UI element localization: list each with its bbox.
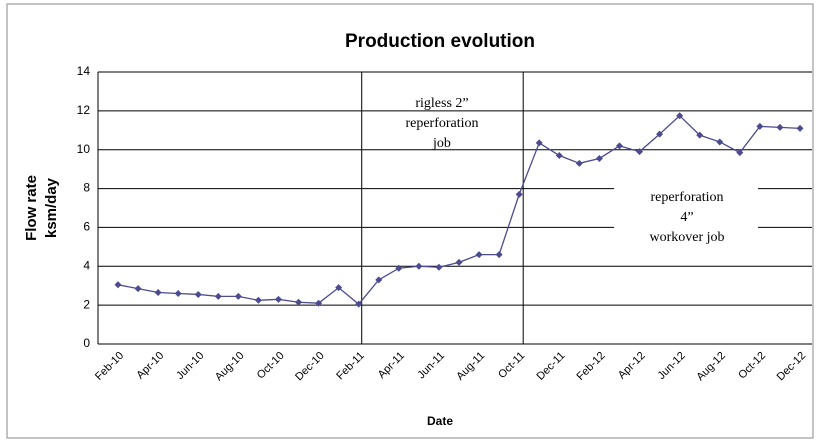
point-marker [575, 159, 583, 167]
y-axis-label-line: ksm/day [43, 177, 60, 238]
point-marker [335, 284, 343, 292]
point-marker [455, 258, 463, 266]
point-marker [555, 152, 563, 160]
point-marker [295, 298, 303, 306]
x-axis-label: Date [427, 414, 453, 428]
annotation: 4” [680, 210, 693, 225]
annotation: reperforation [405, 116, 478, 131]
point-marker [134, 285, 142, 293]
point-marker [696, 131, 704, 139]
y-tick-label: 10 [77, 142, 91, 156]
annotation-box [614, 182, 758, 256]
annotation: job [432, 136, 451, 151]
point-marker [615, 142, 623, 150]
chart-title: Production evolution [345, 31, 535, 52]
point-marker [154, 289, 162, 297]
point-marker [395, 264, 403, 272]
point-marker [254, 296, 262, 304]
point-marker [435, 263, 443, 271]
point-marker [194, 290, 202, 298]
y-tick-label: 12 [77, 103, 91, 117]
point-marker [676, 112, 684, 120]
point-marker [274, 295, 282, 303]
y-tick-label: 14 [77, 64, 91, 78]
y-tick-label: 4 [83, 258, 90, 272]
y-tick-label: 8 [83, 181, 90, 195]
point-marker [595, 154, 603, 162]
point-marker [495, 251, 503, 259]
point-marker [475, 251, 483, 259]
point-marker [796, 124, 804, 132]
point-marker [535, 139, 543, 147]
point-marker [214, 292, 222, 300]
y-tick-label: 6 [83, 220, 90, 234]
point-marker [174, 289, 182, 297]
point-marker [315, 299, 323, 307]
point-marker [636, 148, 644, 156]
point-marker [736, 149, 744, 157]
annotation: rigless 2” [415, 96, 468, 111]
y-axis-label-line: Flow rate [23, 175, 40, 241]
y-tick-label: 0 [83, 336, 90, 350]
point-marker [234, 292, 242, 300]
point-marker [756, 122, 764, 130]
point-marker [375, 276, 383, 284]
point-marker [355, 300, 363, 308]
point-marker [656, 130, 664, 138]
point-marker [716, 138, 724, 146]
annotation: workover job [649, 230, 724, 245]
point-marker [776, 123, 784, 131]
point-marker [415, 262, 423, 270]
y-tick-label: 2 [83, 297, 90, 311]
annotation: reperforation [650, 190, 723, 205]
point-marker [515, 190, 523, 198]
point-marker [114, 281, 122, 289]
y-axis-label: Flow rate ksm/day [23, 175, 60, 241]
